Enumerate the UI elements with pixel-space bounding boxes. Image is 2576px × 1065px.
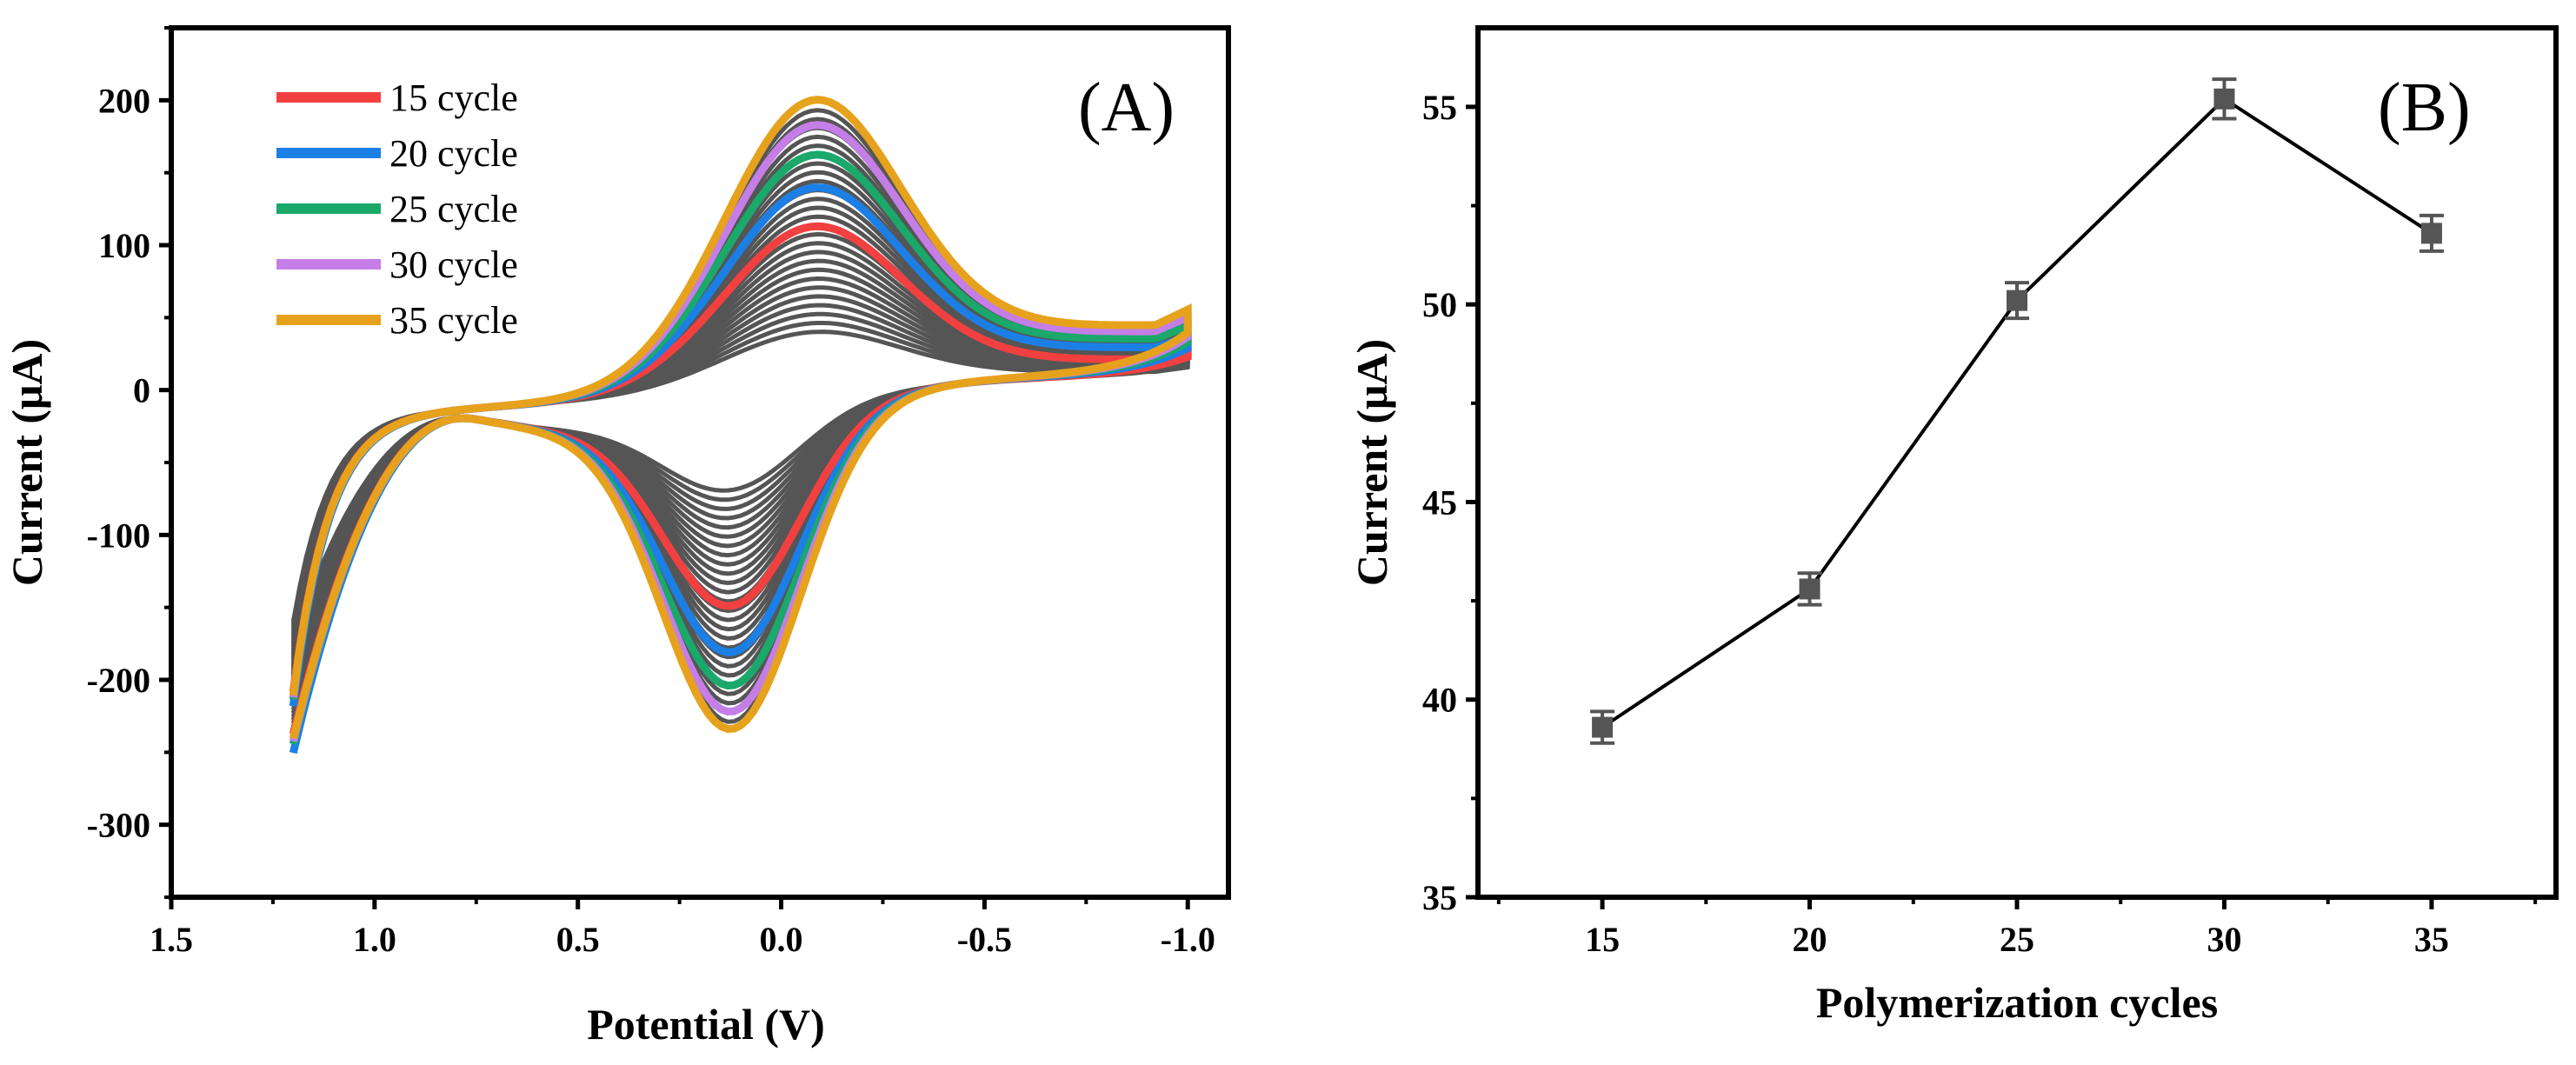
y-tick-label: -200 <box>87 661 150 700</box>
data-marker <box>1592 716 1614 738</box>
x-tick-label: 35 <box>2414 920 2449 959</box>
y-tick-label: 50 <box>1422 285 1457 324</box>
data-point <box>2005 281 2029 321</box>
x-tick-label: -1.0 <box>1161 920 1215 959</box>
y-tick-label: -100 <box>87 516 150 555</box>
data-point <box>2212 77 2237 121</box>
legend-entry: 35 cycle <box>389 299 518 342</box>
y-tick-label: 45 <box>1422 483 1457 522</box>
x-tick-label: 15 <box>1585 920 1620 959</box>
cycle-curve-35-cycle <box>289 96 1192 740</box>
panel-b-ticks: 15 20 25 30 35 35 40 45 50 55 <box>1422 88 2538 959</box>
panel-b-frame <box>1475 25 2559 900</box>
y-tick-label: 35 <box>1422 878 1457 917</box>
panel-b-x-axis-title: Polymerization cycles <box>1816 978 2218 1027</box>
x-tick-label: 25 <box>2000 920 2034 959</box>
y-tick-label: 0 <box>133 371 150 410</box>
y-tick-label: 55 <box>1422 88 1457 127</box>
x-tick-label: 0.5 <box>556 920 600 959</box>
data-point <box>1797 571 1822 607</box>
x-tick-label: 1.5 <box>150 920 193 959</box>
data-marker <box>2420 223 2442 244</box>
y-tick-label: 40 <box>1422 681 1457 720</box>
panel-b-label: (B) <box>2378 70 2471 146</box>
data-marker <box>2007 290 2027 311</box>
x-tick-label: 1.0 <box>353 920 396 959</box>
panel-a-ticks: 1.5 1.0 0.5 0.0 -0.5 -1.0 200 100 0 -100 -200 -300 <box>87 26 1215 959</box>
y-tick-label: 100 <box>98 226 150 265</box>
highlighted-cycle-curves <box>289 96 1192 755</box>
data-point <box>1590 709 1615 745</box>
panel-b-y-axis-title: Current (μA) <box>1348 339 1396 586</box>
panel-b-series <box>1590 77 2444 745</box>
data-point <box>2419 213 2444 253</box>
panel-a-label: (A) <box>1078 70 1175 146</box>
series-line <box>1601 97 2433 729</box>
panel-a-y-axis-title: Current (μA) <box>3 339 51 586</box>
legend-entry: 30 cycle <box>389 243 518 286</box>
legend: 15 cycle 20 cycle 25 cycle 30 cycle 35 cycle <box>276 77 518 342</box>
data-marker <box>2213 88 2235 110</box>
x-tick-label: 0.0 <box>760 920 803 959</box>
y-tick-label: 200 <box>98 81 150 120</box>
data-marker <box>1799 578 1821 600</box>
panel-a-cyclic-voltammogram: 1.5 1.0 0.5 0.0 -0.5 -1.02001000-100-200-300 … <box>3 25 1231 1048</box>
x-tick-label: 20 <box>1793 920 1827 959</box>
legend-entry: 25 cycle <box>389 188 518 230</box>
y-tick-label: -300 <box>87 806 150 845</box>
x-tick-label: -0.5 <box>957 920 1012 959</box>
panel-b-current-vs-cycles: 15 20 25 30 35 35 40 45 50 55 (B) Polymerization … <box>1348 25 2559 1027</box>
legend-entry: 20 cycle <box>389 132 518 175</box>
panel-a-x-axis-title: Potential (V) <box>587 1000 825 1048</box>
legend-entry: 15 cycle <box>389 77 518 119</box>
x-tick-label: 30 <box>2207 920 2241 959</box>
